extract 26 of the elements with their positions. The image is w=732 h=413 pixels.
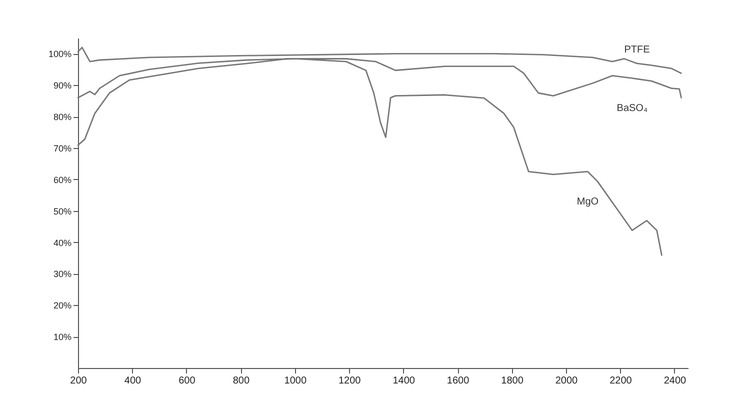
y-tick-label: 70% [53,144,72,154]
y-tick-label: 90% [53,80,72,91]
series-label: PTFE [624,44,650,56]
y-tick-label: 10% [53,332,72,342]
x-tick-label: 1600 [446,376,470,386]
y-tick-label: 100% [48,49,72,60]
x-tick-label: 1800 [501,376,524,386]
x-tick-label: 1000 [284,376,307,386]
x-tick-label: 2400 [664,376,687,386]
x-tick-label: 800 [232,376,250,386]
y-tick-label: 60% [53,174,72,185]
x-tick-label: 2200 [610,376,632,386]
x-tick-label: 600 [178,376,196,386]
x-tick-label: 200 [70,376,88,386]
text: BaSO₄ [616,103,648,114]
y-tick-label: 40% [53,238,72,248]
y-tick-label: 50% [53,206,72,216]
series-label: MgO [576,196,599,208]
y-tick-label: 30% [53,269,72,280]
y-tick-label: 20% [53,300,72,311]
x-tick-label: 1200 [338,376,362,386]
y-tick-label: 80% [53,112,72,122]
x-tick-label: 2000 [555,376,578,386]
line-series [77,46,682,74]
x-tick-label: 400 [124,376,142,386]
x-tick-label: 1400 [392,376,416,386]
